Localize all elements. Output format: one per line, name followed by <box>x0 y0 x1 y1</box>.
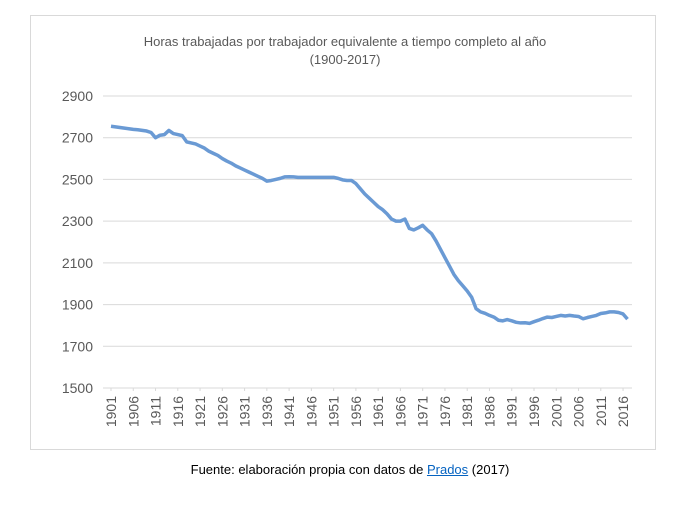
x-tick-label: 1906 <box>125 396 141 427</box>
x-tick-label: 1946 <box>303 396 319 427</box>
x-tick-label: 1911 <box>148 396 164 426</box>
x-tick-label: 1941 <box>281 396 297 427</box>
data-line <box>110 124 629 326</box>
x-tick-label: 1951 <box>326 396 342 427</box>
y-tick-label: 2700 <box>62 130 93 146</box>
x-tick-label: 2006 <box>571 396 587 427</box>
x-tick-label: 1901 <box>103 396 119 427</box>
y-tick-label: 2900 <box>62 88 93 104</box>
x-tick-label: 1976 <box>437 396 453 427</box>
x-tick-label: 1996 <box>526 396 542 427</box>
source-suffix: (2017) <box>471 462 510 477</box>
x-tick-label: 1916 <box>170 396 186 427</box>
x-tick-label: 1931 <box>237 396 253 427</box>
x-tick-label: 1926 <box>214 396 230 427</box>
y-tick-label: 1500 <box>62 380 93 396</box>
chart: Horas trabajadas por trabajador equivale… <box>30 15 656 450</box>
x-tick-label: 1986 <box>481 396 497 427</box>
x-tick-label: 2011 <box>593 396 609 426</box>
x-tick-label: 1981 <box>459 396 475 427</box>
x-tick-label: 1966 <box>392 396 408 427</box>
chart-border <box>30 15 656 450</box>
x-tick-label: 1991 <box>504 396 520 427</box>
source-note: Fuente: elaboración propia con datos de … <box>0 462 700 477</box>
chart-title: Horas trabajadas por trabajador equivale… <box>144 34 547 49</box>
chart-subtitle: (1900-2017) <box>310 52 381 67</box>
source-link[interactable]: Prados <box>426 462 469 477</box>
y-tick-label: 2300 <box>62 213 93 229</box>
y-tick-label: 1900 <box>62 297 93 313</box>
y-tick-label: 1700 <box>62 338 93 354</box>
x-tick-label: 1971 <box>415 396 431 427</box>
x-tick-label: 1961 <box>370 396 386 427</box>
y-tick-label: 2500 <box>62 171 93 187</box>
y-tick-label: 2100 <box>62 255 93 271</box>
x-tick-label: 1936 <box>259 396 275 427</box>
x-tick-label: 2016 <box>615 396 631 427</box>
source-prefix: Fuente: elaboración propia con datos de <box>190 462 424 477</box>
x-tick-label: 2001 <box>548 396 564 427</box>
x-tick-label: 1921 <box>192 396 208 427</box>
x-tick-label: 1956 <box>348 396 364 427</box>
